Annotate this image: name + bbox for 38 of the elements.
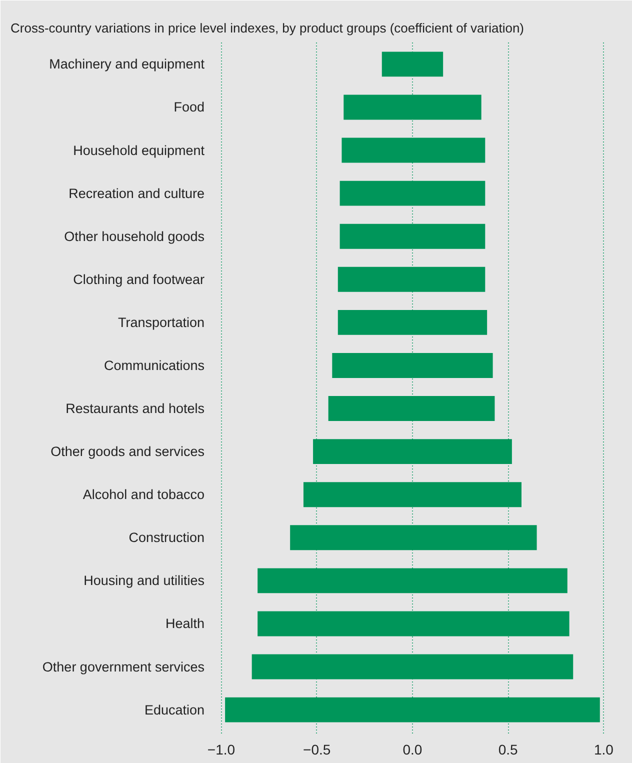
- x-tick-label: 0.5: [498, 742, 518, 758]
- y-tick-label: Communications: [104, 358, 205, 373]
- y-tick-label: Clothing and footwear: [73, 272, 206, 287]
- x-tick-label: −1.0: [207, 742, 236, 758]
- bar: [328, 396, 495, 422]
- x-tick-label: −0.5: [303, 742, 331, 758]
- y-tick-label: Other goods and services: [50, 444, 205, 460]
- bar: [258, 568, 568, 594]
- y-tick-label: Restaurants and hotels: [66, 401, 205, 416]
- bar: [303, 482, 522, 508]
- chart-title: Cross-country variations in price level indexes, by product groups (coefficient of variation): [10, 20, 524, 36]
- y-tick-label: Housing and utilities: [84, 573, 205, 588]
- bar: [344, 94, 482, 120]
- bar: [338, 310, 488, 335]
- y-tick-label: Food: [174, 100, 205, 115]
- x-tick-label: 0.0: [402, 742, 422, 758]
- y-tick-label: Other household goods: [64, 228, 205, 244]
- bar: [382, 52, 444, 77]
- bar: [290, 525, 537, 550]
- y-tick-label: Alcohol and tobacco: [82, 487, 205, 502]
- y-tick-label: Education: [144, 702, 204, 718]
- bar: [258, 611, 570, 636]
- bar: [342, 138, 486, 163]
- bar: [340, 180, 486, 206]
- bar: [252, 654, 574, 680]
- y-tick-label: Transportation: [118, 314, 205, 330]
- bar: [313, 439, 512, 464]
- y-tick-label: Household equipment: [73, 142, 205, 158]
- bar: [338, 266, 486, 292]
- y-tick-label: Construction: [128, 530, 205, 546]
- y-tick-label: Machinery and equipment: [49, 56, 205, 72]
- bar: [340, 224, 486, 249]
- y-tick-label: Health: [165, 616, 205, 632]
- bar: [225, 697, 600, 722]
- x-tick-label: 1.0: [594, 742, 614, 758]
- bar: [332, 352, 493, 378]
- y-tick-label: Recreation and culture: [68, 186, 205, 201]
- y-tick-label: Other government services: [42, 659, 205, 674]
